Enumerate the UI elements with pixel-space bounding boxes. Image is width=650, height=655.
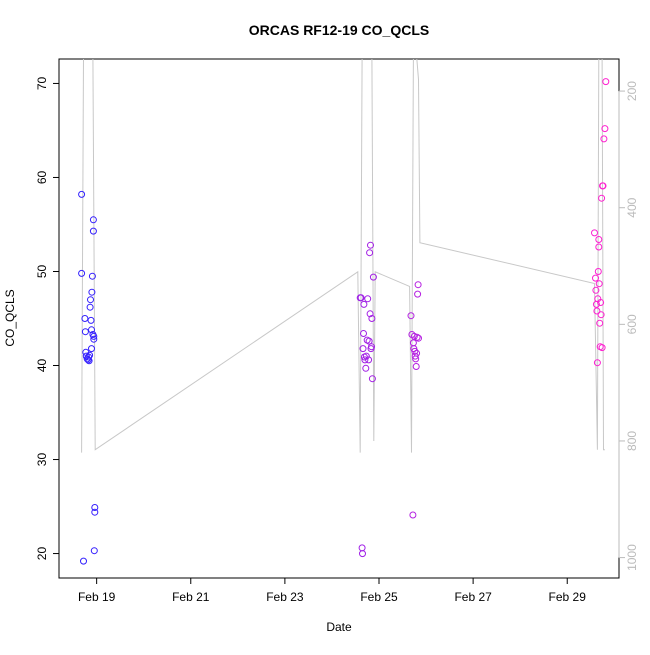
data-point (88, 272, 96, 280)
data-point (411, 347, 419, 355)
data-point (89, 216, 97, 224)
data-point (410, 332, 418, 340)
data-point (78, 190, 86, 198)
data-point (592, 286, 600, 294)
data-point (415, 334, 422, 342)
data-point (90, 547, 98, 555)
data-point (83, 355, 91, 363)
y-tick-label: 60 (35, 170, 49, 184)
data-point (88, 288, 96, 296)
x-tick-label: Feb 29 (549, 590, 587, 604)
y-tick-label: 50 (35, 264, 49, 278)
data-point (601, 125, 609, 133)
data-point (599, 182, 607, 190)
data-point (598, 344, 606, 352)
data-point (369, 273, 377, 281)
data-point (90, 332, 98, 340)
chart-title: ORCAS RF12-19 CO_QCLS (249, 22, 429, 38)
y-tick-label: 30 (35, 453, 49, 467)
data-point (365, 356, 373, 364)
y-tick-label: 70 (35, 76, 49, 90)
data-point (368, 375, 376, 383)
y2-axis: 200 400 600 800 1000 (618, 81, 639, 571)
x-axis: Feb 19 Feb 21 Feb 23 Feb 25 Feb 27 Feb 29 (78, 577, 587, 604)
y2-tick-label: 200 (625, 81, 639, 101)
x-tick-label: Feb 23 (266, 590, 304, 604)
data-point (364, 295, 372, 303)
data-point (81, 315, 89, 322)
data-point (594, 268, 602, 275)
data-point (86, 351, 94, 359)
data-point (362, 364, 370, 372)
points-layer (78, 78, 610, 565)
y2-tick-label: 400 (625, 197, 639, 217)
data-point (90, 335, 98, 343)
data-point (359, 550, 366, 558)
y-tick-label: 20 (35, 547, 49, 561)
data-point (84, 356, 92, 364)
data-point (360, 330, 367, 337)
y2-tick-label: 800 (625, 431, 639, 451)
data-point (593, 359, 601, 367)
data-point (78, 269, 86, 277)
x-tick-label: Feb 27 (454, 590, 492, 604)
data-point (595, 236, 603, 243)
data-point (368, 315, 376, 322)
data-point (361, 356, 369, 364)
data-point (91, 504, 99, 511)
y2-tick-label: 1000 (625, 544, 639, 571)
secondary-series-line (81, 59, 605, 453)
data-point (80, 557, 87, 565)
data-point (359, 345, 367, 353)
data-point (86, 303, 94, 311)
x-tick-label: Feb 19 (78, 590, 116, 604)
x-tick-label: Feb 25 (360, 590, 398, 604)
data-point (360, 300, 368, 308)
data-point (87, 296, 94, 304)
data-point (412, 363, 420, 370)
data-point (595, 280, 603, 288)
data-point (413, 349, 421, 357)
data-point (365, 337, 373, 345)
secondary-line-layer (81, 59, 605, 453)
data-point (602, 78, 610, 86)
data-point (597, 299, 605, 306)
data-point (413, 333, 421, 341)
x-axis-label: Date (326, 620, 352, 634)
data-point (600, 135, 608, 143)
data-point (407, 312, 415, 320)
data-point (366, 310, 374, 318)
data-point (89, 227, 97, 235)
data-point (91, 508, 99, 516)
data-point (88, 345, 95, 353)
data-point (366, 249, 374, 257)
data-point (597, 311, 605, 319)
y-axis-label: CO_QCLS (3, 289, 17, 346)
data-point (357, 294, 365, 302)
y-tick-label: 40 (35, 359, 49, 373)
data-point (88, 326, 95, 334)
data-point (409, 511, 417, 519)
data-point (368, 343, 375, 351)
data-point (362, 352, 370, 360)
y-axis: 20 30 40 50 60 70 (35, 76, 60, 561)
data-point (591, 229, 598, 237)
data-point (367, 241, 374, 249)
data-point (593, 307, 601, 315)
data-point (414, 281, 422, 289)
data-point (598, 194, 606, 202)
data-point (87, 316, 95, 324)
data-point (596, 319, 604, 327)
y2-tick-label: 600 (625, 314, 639, 334)
data-point (414, 290, 422, 298)
data-point (81, 328, 89, 336)
data-point (595, 243, 603, 251)
data-point (592, 274, 599, 282)
x-tick-label: Feb 21 (172, 590, 210, 604)
